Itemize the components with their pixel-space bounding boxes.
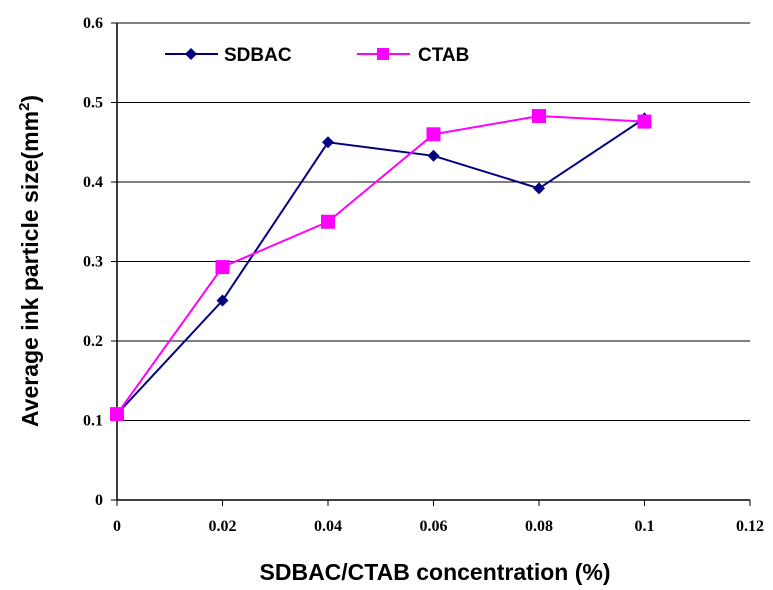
legend-marker-ctab [377,48,389,60]
y-axis-title-close: ) [17,95,43,103]
data-point-sdbac [427,149,440,162]
y-tick-label: 0.1 [83,413,103,430]
x-tick-label: 0.06 [420,518,448,535]
data-point-ctab [532,109,546,124]
series-ctab [110,109,652,422]
data-point-sdbac [322,136,334,149]
y-axis-title-superscript: 2 [16,103,33,111]
legend-item-sdbac: SDBAC [165,45,292,66]
x-tick-label: 0.1 [635,518,655,535]
data-point-sdbac [533,182,545,195]
x-tick-label: 0.12 [736,518,764,535]
y-tick-label: 0.6 [83,15,103,32]
x-axis-title: SDBAC/CTAB concentration (%) [260,559,611,585]
data-point-sdbac [216,294,229,307]
x-tick-label: 0 [113,518,121,535]
series-sdbac [111,112,651,421]
y-tick-label: 0.2 [83,333,103,350]
y-tick-label: 0 [95,492,103,509]
series-line-ctab [116,114,645,415]
data-point-ctab [426,127,441,142]
x-tick-label: 0.08 [525,518,553,535]
data-point-ctab [215,260,230,275]
tick-labels: 0 0.1 0.2 0.3 0.4 0.5 0.6 0 0.02 0.04 0.06 0.08 0.1 0… [83,15,764,535]
y-tick-label: 0.3 [83,254,103,271]
y-axis-title: Average ink particle size(mm2) [16,95,43,427]
legend: SDBAC CTAB [165,45,469,66]
data-point-ctab [110,407,124,422]
axes [111,22,751,506]
data-point-ctab [637,114,652,129]
x-tick-label: 0.02 [209,518,237,535]
legend-item-ctab: CTAB [357,45,469,66]
data-series [110,109,652,422]
data-point-ctab [321,214,335,229]
series-line-sdbac [116,117,646,415]
legend-marker-sdbac [185,48,197,60]
y-tick-label: 0.4 [83,174,103,191]
legend-label-ctab: CTAB [418,45,469,66]
grid-lines [117,22,750,421]
y-tick-label: 0.5 [83,95,103,112]
y-axis-title-text: Average ink particle size(mm [17,111,43,427]
x-tick-label: 0.04 [314,518,342,535]
legend-label-sdbac: SDBAC [224,45,292,66]
